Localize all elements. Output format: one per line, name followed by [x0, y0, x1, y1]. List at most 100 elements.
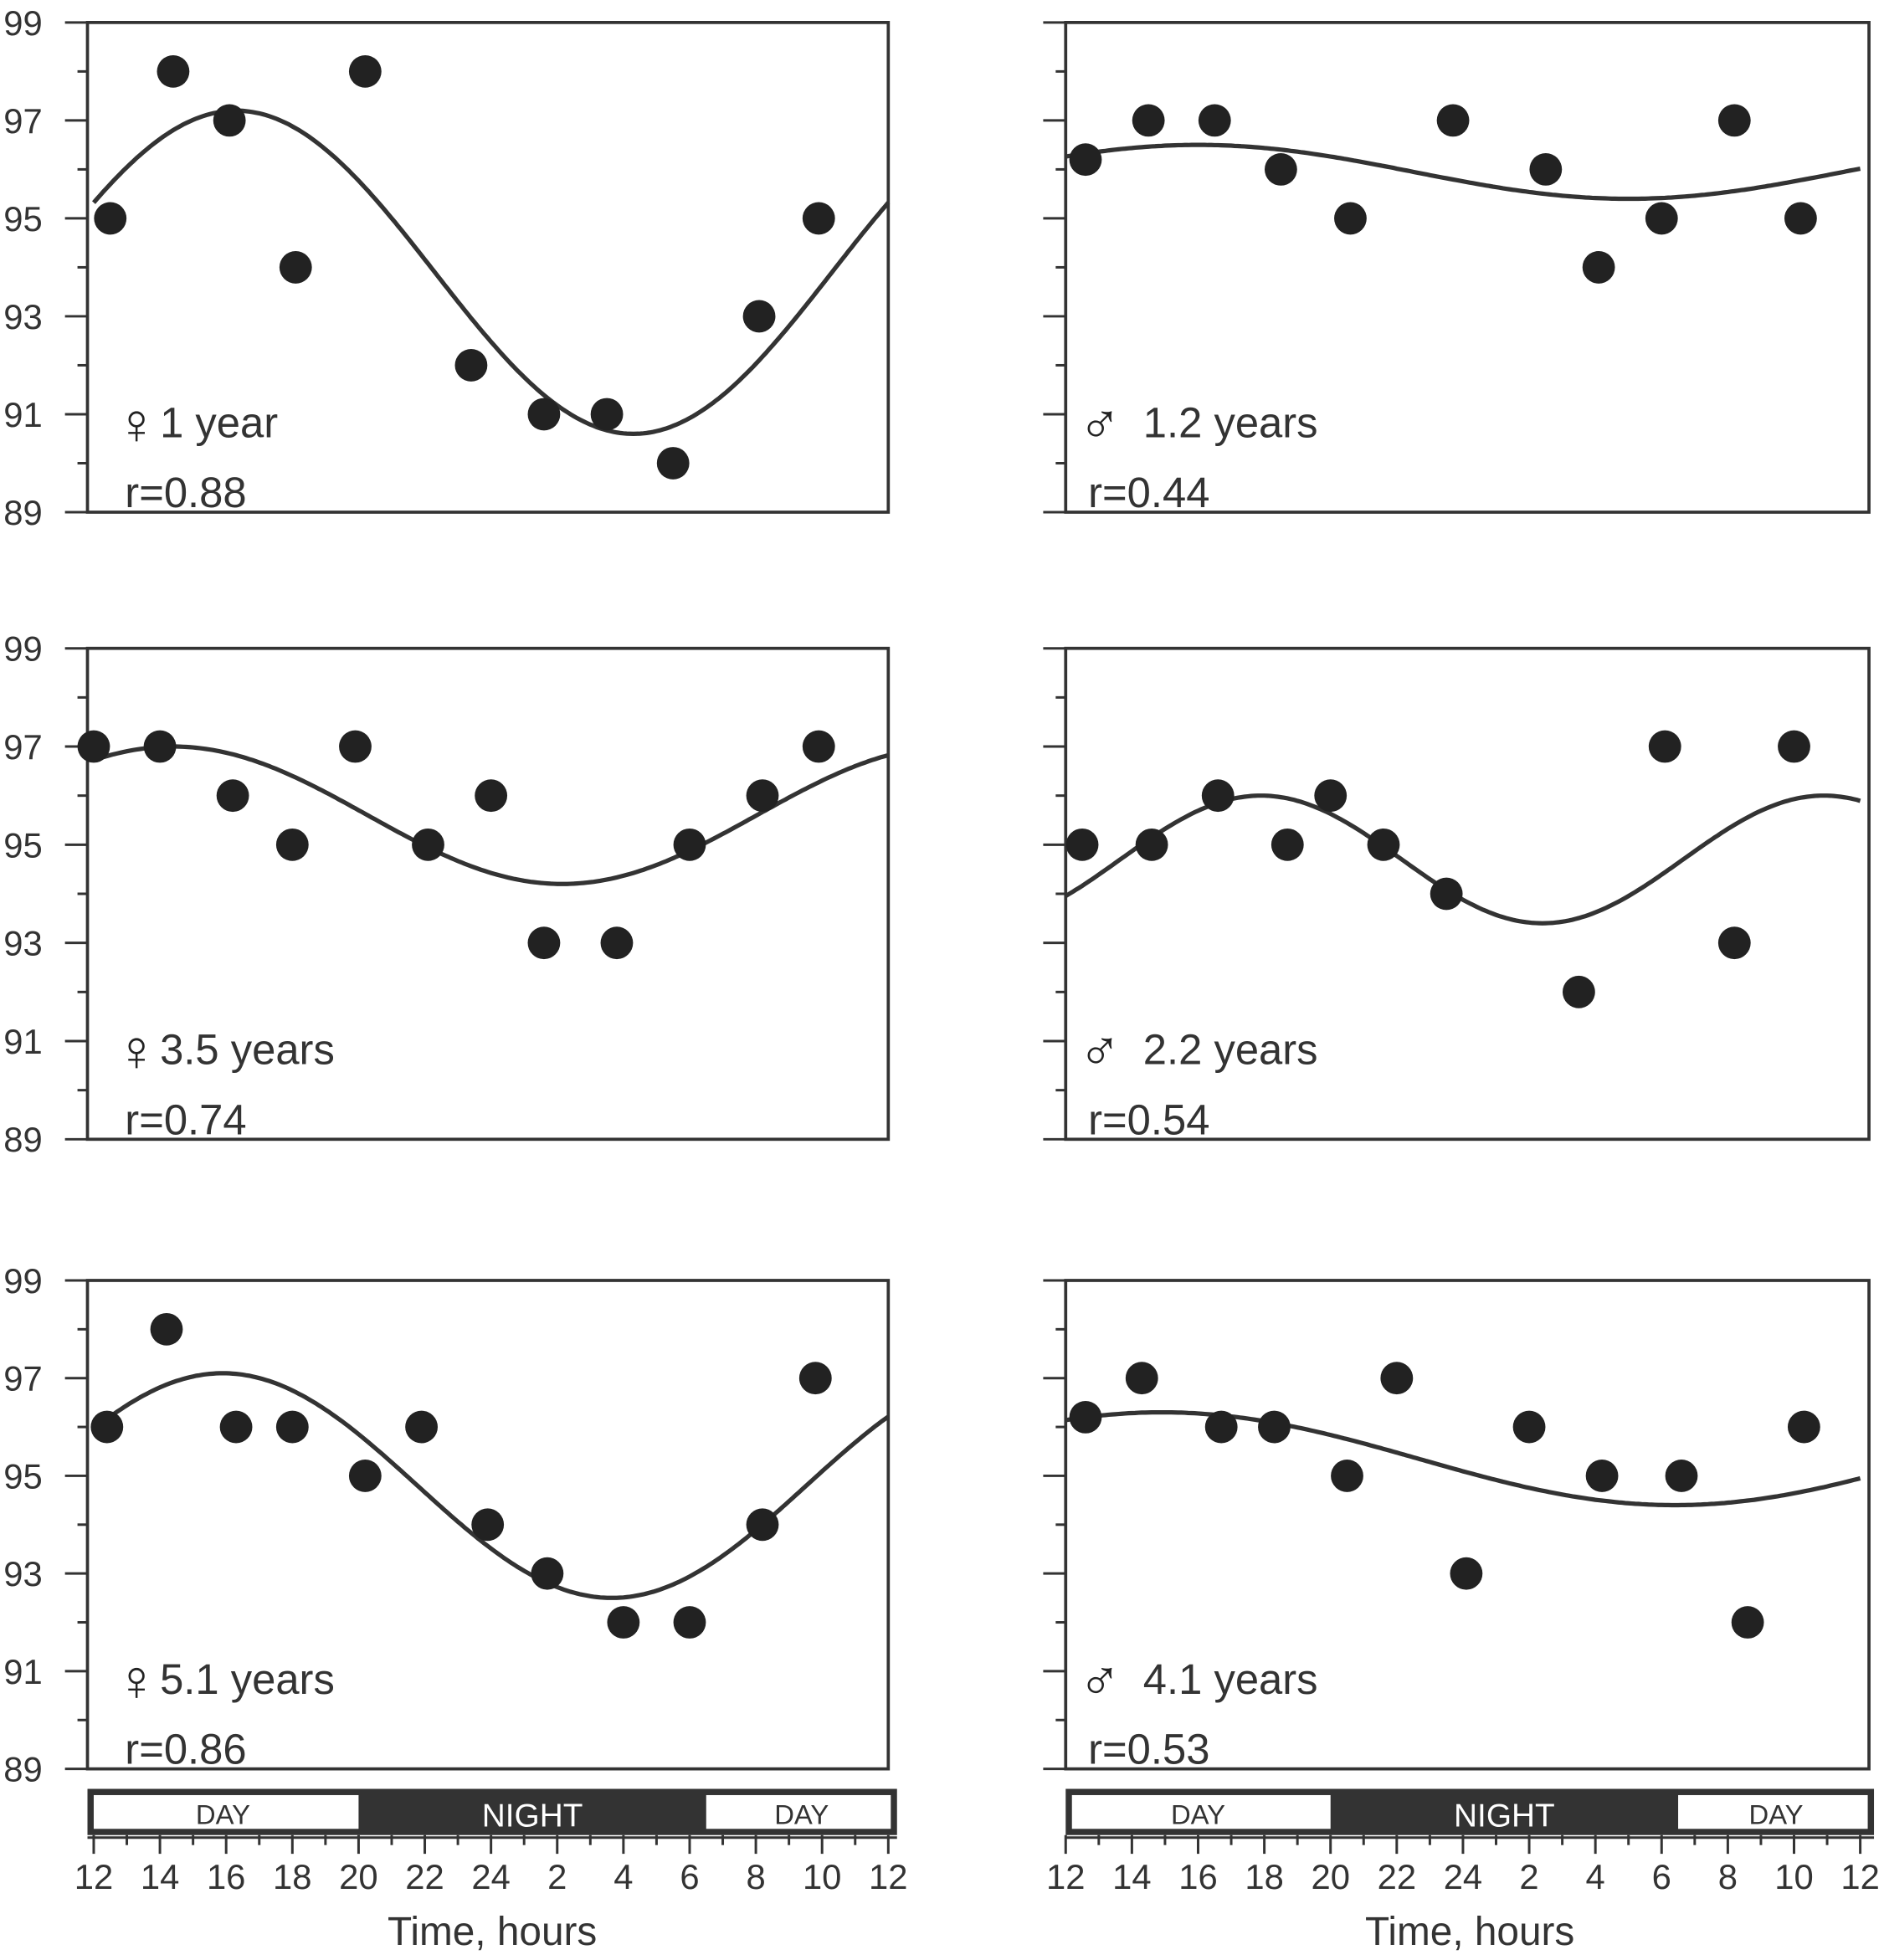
data-point: [94, 202, 127, 235]
x-tick-label: 6: [1652, 1857, 1671, 1896]
panel-6: ♂ 4.1 years r=0.53: [1043, 1279, 1871, 1773]
y-tick-label: 89: [3, 1750, 42, 1789]
y-tick-label: 99: [3, 1261, 42, 1301]
day-segment: [93, 1794, 359, 1829]
x-tick-label: 16: [207, 1857, 245, 1896]
x-tick-label: 4: [613, 1857, 633, 1896]
y-tick-label: 89: [3, 1120, 42, 1159]
day-label: DAY: [1749, 1798, 1804, 1829]
y-tick-label: 99: [3, 3, 42, 43]
data-point: [1717, 926, 1751, 960]
data-point: [275, 1410, 309, 1444]
panel-2: ♂ 1.2 years r=0.44: [1043, 21, 1871, 516]
data-point: [150, 1312, 183, 1346]
x-tick-label: 18: [273, 1857, 311, 1896]
cosinor-fit-curve: [1065, 1410, 1861, 1508]
x-tick-label: 2: [1519, 1857, 1538, 1896]
sex-symbol-icon: ♂: [1078, 1018, 1122, 1083]
age-label: 1 year: [160, 398, 278, 446]
y-tick-label: 93: [3, 1554, 42, 1593]
x-tick-label: 8: [746, 1857, 765, 1896]
data-point: [656, 447, 690, 480]
data-point: [216, 779, 249, 813]
y-tick-label: 97: [3, 727, 42, 767]
data-point: [348, 54, 382, 88]
x-tick-label: 24: [471, 1857, 510, 1896]
x-tick-label: 14: [1112, 1857, 1151, 1896]
x-tick-label: 10: [803, 1857, 841, 1896]
panel-1: 99 97 95 93 91 89 ♀ 1 year r=0.88: [3, 3, 891, 532]
data-point: [1787, 1410, 1820, 1444]
data-point: [527, 398, 561, 431]
y-tick-label: 95: [3, 199, 42, 239]
day-label: DAY: [196, 1798, 250, 1829]
data-point: [1314, 779, 1348, 813]
age-label: 4.1 years: [1143, 1655, 1318, 1703]
data-point: [1562, 975, 1595, 1008]
x-tick-label: 8: [1718, 1857, 1738, 1896]
x-tick-label: 12: [74, 1857, 113, 1896]
age-label: 1.2 years: [1143, 398, 1318, 446]
data-point: [1198, 104, 1231, 137]
data-point: [1201, 779, 1235, 813]
data-point: [1512, 1410, 1546, 1444]
data-point: [1648, 730, 1681, 763]
data-point: [1367, 828, 1400, 861]
data-point: [1204, 1410, 1238, 1444]
data-point: [1665, 1460, 1698, 1492]
data-point: [475, 779, 508, 813]
day-segment: [1678, 1794, 1868, 1829]
data-point: [802, 730, 835, 763]
data-point: [1065, 828, 1099, 861]
data-point: [1069, 1401, 1102, 1434]
data-point: [1264, 153, 1297, 186]
data-point: [802, 202, 835, 235]
data-point: [1784, 202, 1817, 235]
data-point: [143, 730, 177, 763]
data-point: [1731, 1606, 1764, 1639]
data-point: [213, 104, 246, 137]
y-tick-label: 93: [3, 297, 42, 336]
data-point: [1331, 1460, 1363, 1492]
data-point: [77, 730, 110, 763]
x-tick-label: 4: [1586, 1857, 1605, 1896]
y-tick-label: 95: [3, 825, 42, 865]
panel-4: ♂ 2.2 years r=0.54: [1043, 646, 1871, 1143]
x-tick-label: 6: [680, 1857, 699, 1896]
data-point: [1334, 202, 1367, 235]
x-tick-label: 16: [1178, 1857, 1217, 1896]
sex-symbol-icon: ♂: [1078, 392, 1122, 456]
data-point: [157, 54, 190, 88]
data-point: [746, 779, 779, 813]
correlation-label: r=0.74: [125, 1095, 246, 1143]
x-tick-label: 20: [1311, 1857, 1349, 1896]
day-label: DAY: [1171, 1798, 1225, 1829]
night-label: NIGHT: [482, 1798, 583, 1834]
data-point: [1430, 877, 1463, 911]
data-point: [1132, 104, 1165, 137]
data-point: [1271, 828, 1304, 861]
data-point: [279, 251, 312, 284]
y-tick-label: 91: [3, 395, 42, 434]
data-point: [673, 1606, 706, 1639]
y-tick-label: 97: [3, 101, 42, 141]
y-tick-label: 91: [3, 1022, 42, 1061]
data-point: [412, 828, 444, 861]
data-point: [1125, 1362, 1158, 1395]
y-tick-label: 97: [3, 1359, 42, 1398]
cosinor-fit-curve: [93, 744, 890, 886]
data-point: [1380, 1362, 1414, 1395]
data-point: [1450, 1557, 1483, 1590]
x-tick-label: 2: [547, 1857, 567, 1896]
cosinor-fit-curve: [1064, 793, 1861, 926]
y-tick-label: 99: [3, 629, 42, 669]
data-point: [348, 1460, 382, 1492]
cosinor-fit-curve: [92, 108, 891, 437]
x-tick-label: 22: [1378, 1857, 1416, 1896]
data-point: [742, 300, 776, 333]
data-point: [1436, 104, 1470, 137]
x-tick-label: 24: [1444, 1857, 1482, 1896]
age-label: 2.2 years: [1143, 1026, 1318, 1074]
x-tick-label: 20: [339, 1857, 377, 1896]
x-tick-label: 10: [1774, 1857, 1813, 1896]
